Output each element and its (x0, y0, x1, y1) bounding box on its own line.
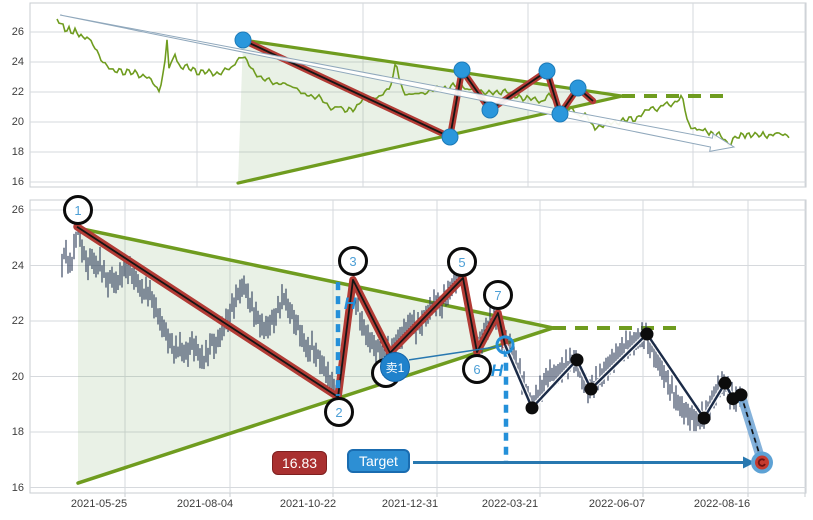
pivot-circle-5[interactable]: 5 (447, 247, 477, 277)
target-arrowhead (743, 456, 755, 469)
projection-dot (718, 376, 732, 390)
sell-pointer-line (408, 345, 503, 361)
projection-dot (584, 382, 598, 396)
y-axis-label: 16 (11, 176, 24, 188)
x-axis-label: 2021-05-25 (70, 498, 128, 510)
x-axis-label: 2022-08-16 (693, 498, 751, 510)
x-axis-label: 2021-10-22 (279, 498, 337, 510)
x-axis-label: 2021-12-31 (381, 498, 439, 510)
x-axis-label: 2022-06-07 (588, 498, 646, 510)
x-axis-label: 2021-08-04 (176, 498, 234, 510)
y-axis-label: 20 (11, 116, 24, 128)
pivot-dot (538, 62, 556, 80)
target-price-badge[interactable]: 16.83 (272, 451, 328, 475)
pivot-dot (569, 79, 587, 97)
pivot-dot (441, 128, 459, 146)
pivot-circle-3[interactable]: 3 (338, 246, 368, 276)
y-axis-label: 22 (11, 315, 24, 327)
target-label-badge[interactable]: Target (347, 449, 410, 473)
breakdown-ring (495, 335, 515, 355)
projection-dot (734, 388, 748, 402)
pivot-circle-2[interactable]: 2 (324, 397, 354, 427)
pivot-dot (453, 61, 471, 79)
projection-dot (525, 401, 539, 415)
trendline (241, 38, 624, 98)
x-axis-label: 2022-03-21 (481, 498, 539, 510)
projection-dot (697, 411, 711, 425)
bottom-panel (29, 199, 807, 497)
pivot-circle-7[interactable]: 7 (483, 280, 513, 310)
y-axis-label: 24 (11, 56, 24, 68)
pivot-dot (481, 101, 499, 119)
y-axis-label: 20 (11, 370, 24, 383)
pivot-dot (234, 31, 252, 49)
projection-dot (570, 353, 584, 367)
price-line (56, 18, 790, 147)
trendline (76, 226, 555, 330)
y-axis-label: 18 (11, 426, 24, 438)
y-axis-label: 22 (11, 86, 24, 98)
y-axis-label: 26 (11, 204, 24, 216)
y-axis-label: 18 (11, 146, 24, 158)
pivot-circle-6[interactable]: 6 (462, 354, 492, 384)
pivot-circle-1[interactable]: 1 (63, 195, 93, 225)
y-axis-label: 24 (11, 259, 24, 272)
triangle-shading (238, 39, 622, 184)
sell-signal-badge[interactable]: 卖1 (380, 352, 410, 382)
height-measure-label-2: H (490, 361, 504, 380)
y-axis-label: 26 (11, 26, 24, 38)
height-measure-label-1: H (343, 294, 357, 313)
top-panel (29, 2, 807, 188)
y-axis-label: 16 (11, 481, 24, 494)
projection-dot (640, 327, 654, 341)
pivot-dot (551, 105, 569, 123)
